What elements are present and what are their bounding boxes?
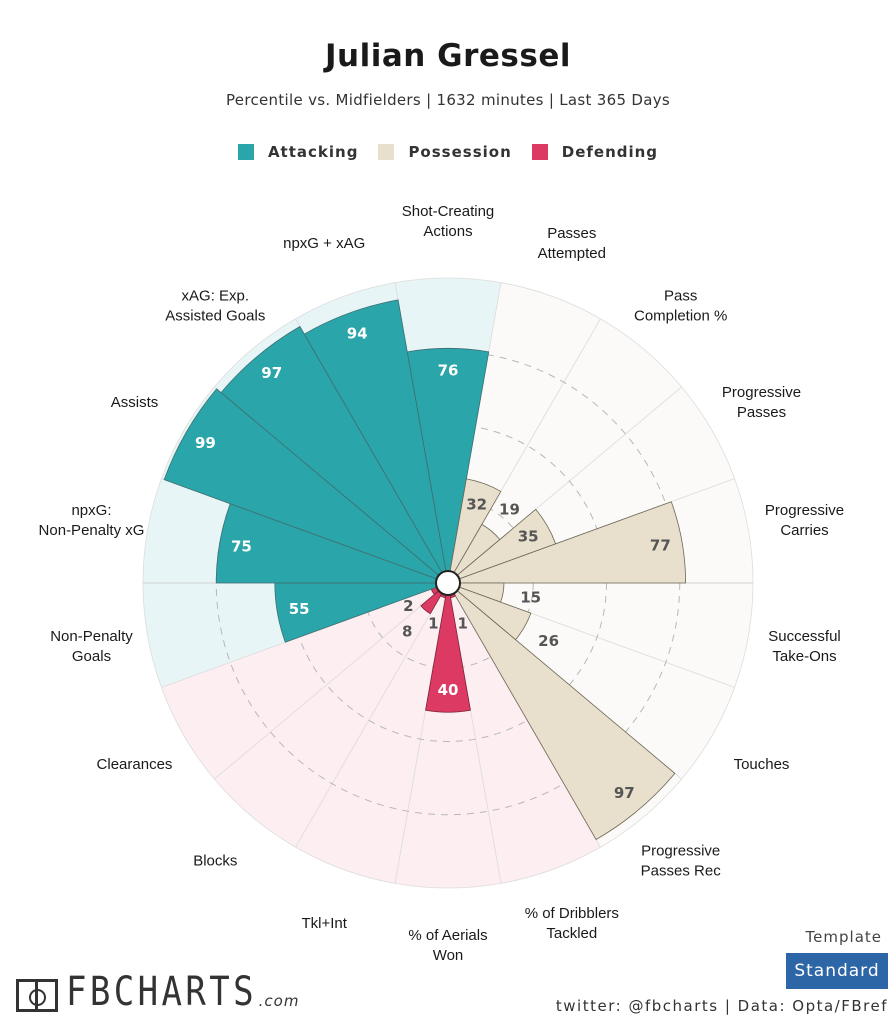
value-label-blocks: 8 bbox=[402, 623, 412, 641]
legend: Attacking Possession Defending bbox=[0, 143, 896, 161]
value-label-non-penalty-goals: 55 bbox=[289, 600, 310, 618]
legend-item-attacking: Attacking bbox=[237, 143, 359, 161]
category-label-non-penalty-goals: Non-Penalty Goals bbox=[50, 628, 133, 665]
category-label-progressive-passes-rec: Progressive Passes Rec bbox=[641, 842, 722, 879]
category-label-assists: Assists bbox=[111, 394, 159, 411]
category-label-of-dribblers-tackled: % of Dribblers Tackled bbox=[525, 905, 619, 942]
legend-item-defending: Defending bbox=[531, 143, 659, 161]
value-label-passes-attempted: 32 bbox=[466, 495, 487, 513]
value-label-progressive-passes-rec: 97 bbox=[614, 784, 635, 802]
template-label: Template bbox=[805, 928, 882, 946]
value-label-touches: 26 bbox=[538, 632, 559, 650]
category-label-of-aerials-won: % of Aerials Won bbox=[408, 927, 487, 964]
category-label-shot-creating-actions: Shot-Creating Actions bbox=[402, 203, 495, 240]
category-label-npxg-non-penalty-xg: npxG: Non-Penalty xG bbox=[39, 502, 145, 539]
category-label-xag-exp-assisted-goals: xAG: Exp. Assisted Goals bbox=[165, 288, 265, 325]
value-label-successful-take-ons: 15 bbox=[520, 589, 541, 607]
legend-label-attacking: Attacking bbox=[267, 143, 359, 161]
category-label-tkl-int: Tkl+Int bbox=[301, 915, 347, 932]
value-label-of-dribblers-tackled: 1 bbox=[457, 614, 467, 632]
value-label-progressive-passes: 35 bbox=[518, 528, 539, 546]
legend-swatch-defending bbox=[531, 144, 548, 160]
value-label-pass-completion: 19 bbox=[499, 501, 520, 519]
value-label-npxg-xag: 94 bbox=[347, 325, 368, 343]
value-label-of-aerials-won: 40 bbox=[438, 681, 459, 699]
legend-swatch-attacking bbox=[237, 144, 254, 160]
legend-label-defending: Defending bbox=[561, 143, 659, 161]
template-standard-button[interactable]: Standard bbox=[786, 953, 888, 989]
category-label-passes-attempted: Passes Attempted bbox=[538, 225, 606, 262]
category-label-pass-completion: Pass Completion % bbox=[634, 288, 727, 325]
category-label-touches: Touches bbox=[734, 756, 790, 773]
credits: twitter: @fbcharts | Data: Opta/FBref bbox=[555, 997, 888, 1015]
value-label-tkl-int: 1 bbox=[428, 614, 438, 632]
value-label-progressive-carries: 77 bbox=[650, 537, 671, 555]
center-circle bbox=[435, 570, 461, 596]
legend-swatch-possession bbox=[378, 144, 395, 160]
category-label-blocks: Blocks bbox=[193, 852, 237, 869]
chart-subtitle: Percentile vs. Midfielders | 1632 minute… bbox=[226, 91, 670, 109]
legend-item-possession: Possession bbox=[378, 143, 511, 161]
category-label-progressive-passes: Progressive Passes bbox=[722, 384, 801, 421]
value-label-clearances: 2 bbox=[403, 597, 413, 615]
fbcharts-logo: FBCHARTS .com bbox=[16, 972, 299, 1012]
chart-title: Julian Gressel bbox=[325, 38, 571, 74]
category-label-successful-take-ons: Successful Take-Ons bbox=[768, 628, 841, 665]
value-label-xag-exp-assisted-goals: 97 bbox=[261, 364, 282, 382]
category-label-npxg-xag: npxG + xAG bbox=[283, 235, 365, 252]
category-label-clearances: Clearances bbox=[97, 756, 173, 773]
pitch-icon bbox=[16, 979, 58, 1012]
legend-label-possession: Possession bbox=[408, 143, 512, 161]
value-label-shot-creating-actions: 76 bbox=[438, 361, 459, 379]
category-label-progressive-carries: Progressive Carries bbox=[765, 502, 844, 539]
value-label-assists: 99 bbox=[195, 434, 216, 452]
value-label-npxg-non-penalty-xg: 75 bbox=[231, 538, 252, 556]
logo-text: FBCHARTS bbox=[66, 969, 257, 1015]
logo-suffix: .com bbox=[258, 992, 300, 1010]
